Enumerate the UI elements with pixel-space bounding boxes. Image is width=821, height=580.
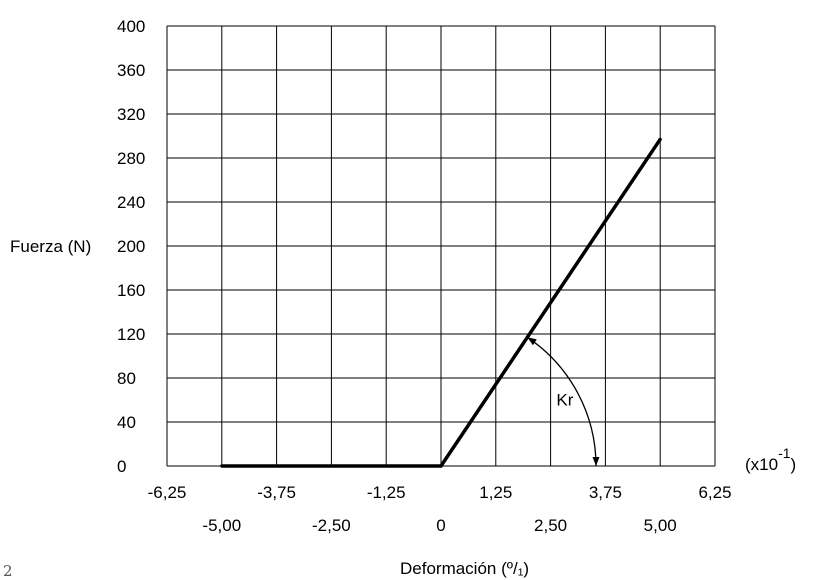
x-tick-label-lower: -2,50 xyxy=(312,516,351,535)
y-tick-labels: 0 40 80 120 160 200 240 280 320 360 400 xyxy=(117,17,145,476)
x-tick-label-lower: 0 xyxy=(436,516,445,535)
y-axis-label: Fuerza (N) xyxy=(10,237,91,256)
x-tick-label-lower: -5,00 xyxy=(202,516,241,535)
x-tick-label-upper: -3,75 xyxy=(257,483,296,502)
arrowhead-top xyxy=(527,337,537,346)
y-tick-label: 280 xyxy=(117,149,145,168)
x-multiplier-base: (x10 xyxy=(745,455,778,474)
series xyxy=(220,137,662,468)
annotation-kr: Kr xyxy=(556,391,573,410)
x-tick-label-upper: -6,25 xyxy=(148,483,187,502)
angle-arc xyxy=(526,336,597,467)
y-tick-label: 240 xyxy=(117,193,145,212)
x-tick-label-upper: 6,25 xyxy=(698,483,731,502)
y-tick-label: 360 xyxy=(117,61,145,80)
data-point xyxy=(439,464,443,468)
page-number: 2 xyxy=(3,562,13,580)
data-point xyxy=(220,464,224,468)
x-multiplier: (x10-1) xyxy=(745,445,796,474)
x-tick-label-upper: -1,25 xyxy=(367,483,406,502)
annotation: Kr xyxy=(526,336,600,467)
arrowhead-bottom xyxy=(592,457,600,466)
y-tick-label: 200 xyxy=(117,237,145,256)
x-tick-label-upper: 3,75 xyxy=(589,483,622,502)
data-point xyxy=(658,137,662,141)
x-tick-label-upper: 1,25 xyxy=(479,483,512,502)
y-tick-label: 400 xyxy=(117,17,145,36)
x-tick-label-lower: 2,50 xyxy=(534,516,567,535)
y-tick-label: 80 xyxy=(117,369,136,388)
y-tick-label: 40 xyxy=(117,413,136,432)
x-tick-labels: -6,25 -3,75 -1,25 1,25 3,75 6,25 -5,00 -2,50 0 2,… xyxy=(148,483,732,535)
y-tick-label: 320 xyxy=(117,105,145,124)
y-tick-label: 120 xyxy=(117,325,145,344)
grid xyxy=(166,25,716,467)
x-axis-label: Deformación (º/₁) xyxy=(400,559,529,578)
x-multiplier-close: ) xyxy=(791,455,797,474)
x-multiplier-exponent: -1 xyxy=(778,445,791,461)
y-tick-label: 160 xyxy=(117,281,145,300)
x-tick-label-lower: 5,00 xyxy=(644,516,677,535)
y-tick-label: 0 xyxy=(117,457,126,476)
